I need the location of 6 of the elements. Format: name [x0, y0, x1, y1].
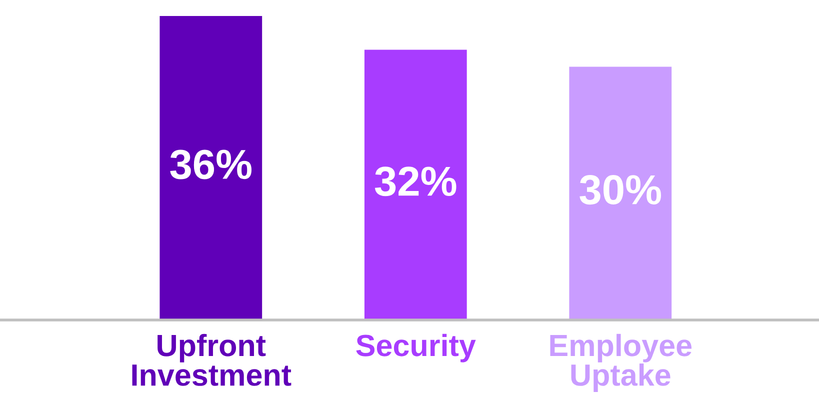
x-tick-label: Upfront Investment: [132, 334, 292, 386]
data-label: 30%: [580, 175, 661, 205]
data-label: 32%: [374, 166, 456, 196]
data-label: 36%: [170, 150, 252, 180]
x-tick-label: Employee Uptake: [550, 334, 692, 392]
x-tick-label: Security: [356, 334, 476, 362]
